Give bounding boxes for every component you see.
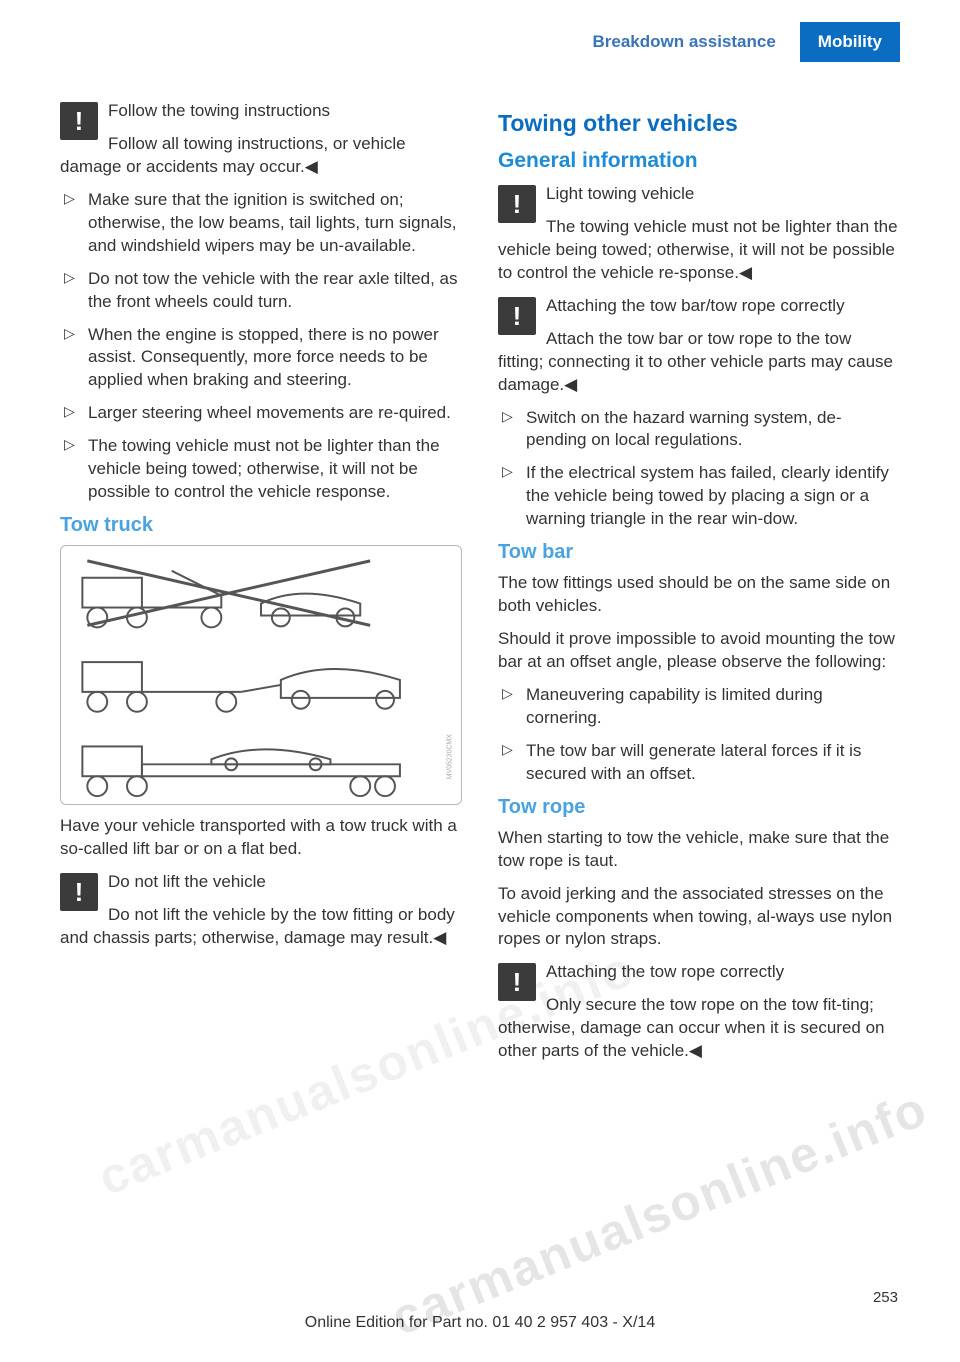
list-item: When the engine is stopped, there is no …: [60, 324, 462, 393]
warning-follow-towing: ! Follow the towing instructions Follow …: [60, 100, 462, 189]
tow-truck-illustration: MV05230CMX: [61, 546, 461, 804]
paragraph: The tow fittings used should be on the s…: [498, 572, 900, 618]
header-section: Breakdown assistance: [574, 22, 793, 62]
warning-icon: !: [498, 963, 536, 1001]
content-columns: ! Follow the towing instructions Follow …: [60, 100, 900, 1262]
warning-icon: !: [60, 873, 98, 911]
list-item: Larger steering wheel movements are re‐q…: [60, 402, 462, 425]
warning-attach-rope: ! Attaching the tow rope correctly Only …: [498, 961, 900, 1073]
warning-icon: !: [498, 185, 536, 223]
list-item: Switch on the hazard warning system, de‐…: [498, 407, 900, 453]
list-item: If the electrical system has failed, cle…: [498, 462, 900, 531]
tow-truck-figure: MV05230CMX: [60, 545, 462, 805]
list-item: Do not tow the vehicle with the rear axl…: [60, 268, 462, 314]
warning-title: Follow the towing instructions: [60, 100, 462, 123]
paragraph: To avoid jerking and the associated stre…: [498, 883, 900, 952]
paragraph: Should it prove impossible to avoid moun…: [498, 628, 900, 674]
warning-title: Attaching the tow bar/tow rope correctly: [498, 295, 900, 318]
footer-text: Online Edition for Part no. 01 40 2 957 …: [0, 1314, 960, 1332]
precaution-list: Make sure that the ignition is switched …: [60, 189, 462, 504]
heading-tow-truck: Tow truck: [60, 514, 462, 537]
warning-body: Attach the tow bar or tow rope to the to…: [498, 328, 900, 397]
warning-title: Attaching the tow rope correctly: [498, 961, 900, 984]
heading-tow-rope: Tow rope: [498, 796, 900, 819]
heading-general-info: General information: [498, 149, 900, 173]
warning-body: Follow all towing instructions, or vehic…: [60, 133, 462, 179]
warning-title: Do not lift the vehicle: [60, 871, 462, 894]
svg-text:MV05230CMX: MV05230CMX: [447, 734, 454, 779]
figure-caption: Have your vehicle transported with a tow…: [60, 815, 462, 861]
list-item: The tow bar will generate lateral forces…: [498, 740, 900, 786]
warning-do-not-lift: ! Do not lift the vehicle Do not lift th…: [60, 871, 462, 960]
heading-towing-other: Towing other vehicles: [498, 110, 900, 137]
towing-other-list: Switch on the hazard warning system, de‐…: [498, 407, 900, 532]
header-bar: Breakdown assistance Mobility: [574, 22, 900, 62]
header-chapter: Mobility: [800, 22, 900, 62]
warning-body: Do not lift the vehicle by the tow fitti…: [60, 904, 462, 950]
list-item: The towing vehicle must not be lighter t…: [60, 435, 462, 504]
manual-page: Breakdown assistance Mobility ! Follow t…: [0, 0, 960, 1362]
heading-tow-bar: Tow bar: [498, 541, 900, 564]
warning-body: The towing vehicle must not be lighter t…: [498, 216, 900, 285]
warning-title: Light towing vehicle: [498, 183, 900, 206]
warning-icon: !: [60, 102, 98, 140]
warning-body: Only secure the tow rope on the tow fit‐…: [498, 994, 900, 1063]
paragraph: When starting to tow the vehicle, make s…: [498, 827, 900, 873]
tow-bar-list: Maneuvering capability is limited during…: [498, 684, 900, 786]
warning-icon: !: [498, 297, 536, 335]
list-item: Make sure that the ignition is switched …: [60, 189, 462, 258]
page-number: 253: [873, 1289, 898, 1306]
warning-light-vehicle: ! Light towing vehicle The towing vehicl…: [498, 183, 900, 295]
list-item: Maneuvering capability is limited during…: [498, 684, 900, 730]
warning-attach-bar-rope: ! Attaching the tow bar/tow rope correct…: [498, 295, 900, 407]
